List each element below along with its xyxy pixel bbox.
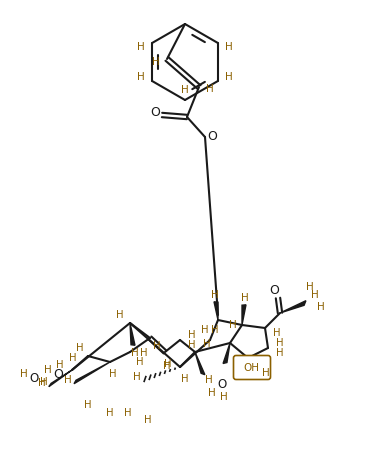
Text: H: H <box>131 348 139 358</box>
Text: H: H <box>181 85 189 95</box>
Text: H: H <box>276 338 284 348</box>
Text: H: H <box>163 361 171 371</box>
Polygon shape <box>223 343 230 364</box>
Text: H: H <box>164 359 172 369</box>
Text: H: H <box>153 341 161 351</box>
Text: H: H <box>225 72 233 82</box>
Polygon shape <box>242 305 246 325</box>
Text: H: H <box>208 388 216 398</box>
Polygon shape <box>74 362 110 384</box>
Text: O: O <box>269 284 279 297</box>
Text: H: H <box>106 408 114 418</box>
Text: H: H <box>317 302 325 312</box>
Text: H: H <box>205 375 213 385</box>
Polygon shape <box>195 352 205 375</box>
Text: H: H <box>64 375 72 385</box>
Text: H: H <box>20 369 28 379</box>
Text: H: H <box>137 72 145 82</box>
Text: O: O <box>29 372 39 384</box>
Text: OH: OH <box>243 363 259 373</box>
Text: H: H <box>241 293 249 303</box>
Text: H: H <box>220 392 228 402</box>
Text: H: H <box>311 290 319 300</box>
Text: H: H <box>206 84 214 94</box>
Text: H: H <box>40 377 48 387</box>
Text: H: H <box>116 310 124 320</box>
Text: H: H <box>109 369 117 379</box>
Text: H: H <box>137 42 145 52</box>
Text: H: H <box>69 353 77 363</box>
Polygon shape <box>214 302 218 320</box>
Text: H: H <box>152 57 160 67</box>
Polygon shape <box>49 370 72 387</box>
Text: O: O <box>53 368 63 381</box>
Text: H: H <box>276 348 284 358</box>
Text: H: H <box>211 325 219 335</box>
Text: H: H <box>201 325 209 335</box>
Text: H: H <box>273 328 281 338</box>
Text: H: H <box>211 290 219 300</box>
Polygon shape <box>130 323 135 345</box>
Text: H: H <box>136 357 144 367</box>
Text: H: H <box>76 343 84 353</box>
Text: O: O <box>207 130 217 144</box>
Text: H: H <box>133 372 141 382</box>
Text: O: O <box>150 107 160 120</box>
Text: H: H <box>38 378 46 388</box>
Text: H: H <box>56 360 64 370</box>
FancyBboxPatch shape <box>234 356 270 379</box>
Text: H: H <box>188 340 196 350</box>
Text: H: H <box>262 368 270 378</box>
Text: H: H <box>84 400 92 410</box>
Polygon shape <box>280 301 306 313</box>
Text: H: H <box>124 408 132 418</box>
Text: H: H <box>229 320 237 330</box>
Text: H: H <box>203 339 211 349</box>
Text: H: H <box>239 365 247 375</box>
Text: H: H <box>249 365 257 375</box>
Text: H: H <box>188 330 196 340</box>
Text: O: O <box>217 378 227 392</box>
Text: H: H <box>44 365 52 375</box>
Text: H: H <box>140 348 148 358</box>
Text: H: H <box>144 415 152 425</box>
Text: H: H <box>306 282 314 292</box>
Text: H: H <box>181 374 189 384</box>
Text: H: H <box>225 42 233 52</box>
